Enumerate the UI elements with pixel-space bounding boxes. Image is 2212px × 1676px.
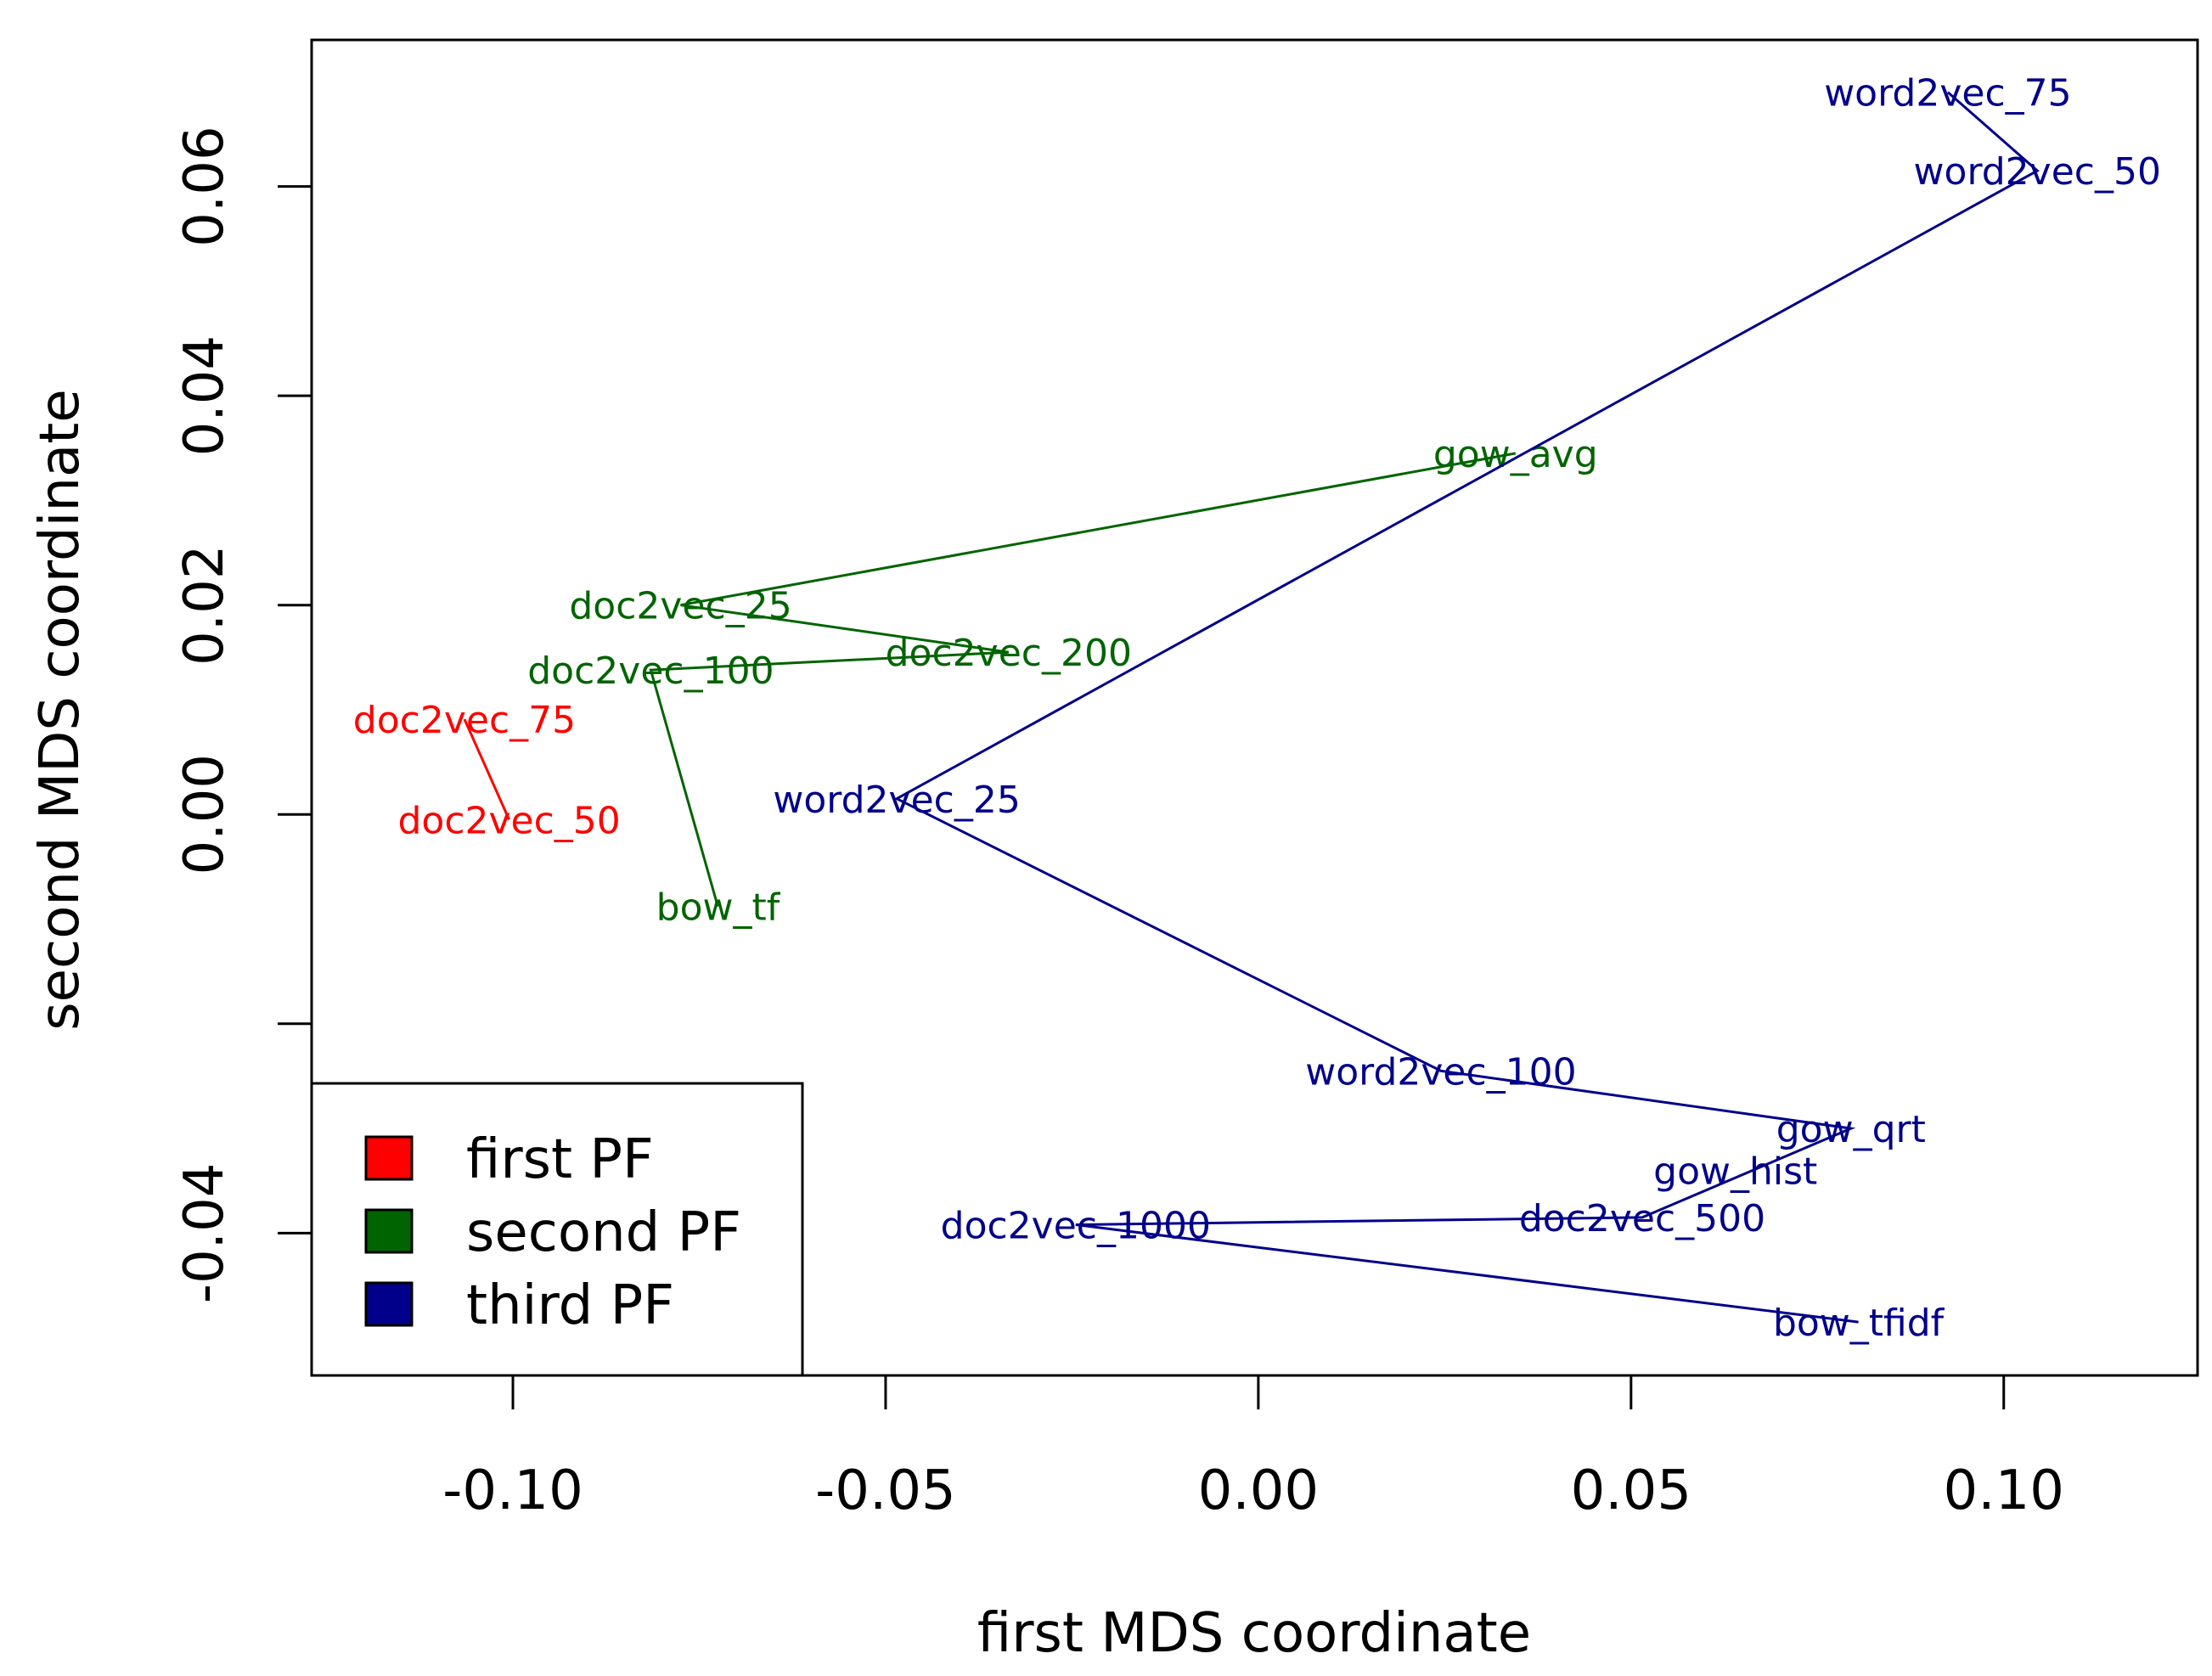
plot-frame: [310, 38, 2199, 1377]
series-line-first-pf: [463, 718, 510, 821]
x-tick-label: 0.05: [1571, 1459, 1692, 1522]
legend-swatch-second-pf: [364, 1208, 414, 1254]
x-axis: -0.10 -0.05 0.00 0.05 0.10: [442, 1375, 2064, 1522]
point-label-word2vec-50: word2vec_50: [1914, 150, 2161, 194]
point-label-doc2vec-200: doc2vec_200: [886, 632, 1132, 675]
series-layer: doc2vec_75 doc2vec_50 gow_avg doc2vec_25doc…: [353, 72, 2161, 1345]
x-axis-title: first MDS coordinate: [977, 1602, 1531, 1665]
point-label-word2vec-75: word2vec_75: [1824, 72, 2071, 115]
x-tick-label: 0.10: [1944, 1459, 2065, 1522]
y-axis-title: second MDS coordinate: [29, 389, 92, 1030]
y-tick-label: 0.02: [173, 544, 236, 666]
point-label-doc2vec-75: doc2vec_75: [353, 699, 576, 742]
x-tick-label: -0.10: [442, 1459, 583, 1522]
legend-label-third-pf: third PF: [466, 1274, 674, 1337]
y-axis: -0.04 0.00 0.02 0.04 0.06: [173, 126, 312, 1303]
series-line-third-pf: [893, 91, 2040, 1324]
point-label-doc2vec-100: doc2vec_100: [527, 650, 774, 693]
point-label-word2vec-25: word2vec_25: [773, 779, 1020, 822]
legend: first PF second PF third PF: [310, 1082, 804, 1377]
y-tick-label: 0.04: [173, 335, 236, 457]
point-label-gow-avg: gow_avg: [1433, 433, 1598, 476]
legend-label-first-pf: first PF: [466, 1128, 654, 1191]
legend-swatch-third-pf: [364, 1281, 414, 1327]
point-label-gow-qrt: gow_qrt: [1776, 1108, 1926, 1151]
y-tick-label: -0.04: [173, 1163, 236, 1304]
x-tick-label: 0.00: [1198, 1459, 1320, 1522]
point-label-word2vec-100: word2vec_100: [1305, 1050, 1576, 1094]
point-label-gow-hist: gow_hist: [1653, 1150, 1817, 1193]
y-tick-label: 0.06: [173, 126, 236, 247]
point-label-doc2vec-50: doc2vec_50: [397, 799, 620, 842]
point-label-doc2vec-1000: doc2vec_1000: [941, 1204, 1211, 1247]
legend-swatch-first-pf: [364, 1135, 414, 1181]
point-label-doc2vec-25: doc2vec_25: [569, 585, 791, 628]
series-line-second-pf: [649, 452, 1517, 908]
x-tick-label: -0.05: [815, 1459, 956, 1522]
y-tick-label: 0.00: [173, 754, 236, 875]
point-label-bow-tf: bow_tf: [656, 886, 781, 930]
point-label-doc2vec-500: doc2vec_500: [1519, 1197, 1765, 1240]
point-label-bow-tfidf: bow_tfidf: [1773, 1302, 1945, 1345]
legend-label-second-pf: second PF: [466, 1201, 741, 1264]
